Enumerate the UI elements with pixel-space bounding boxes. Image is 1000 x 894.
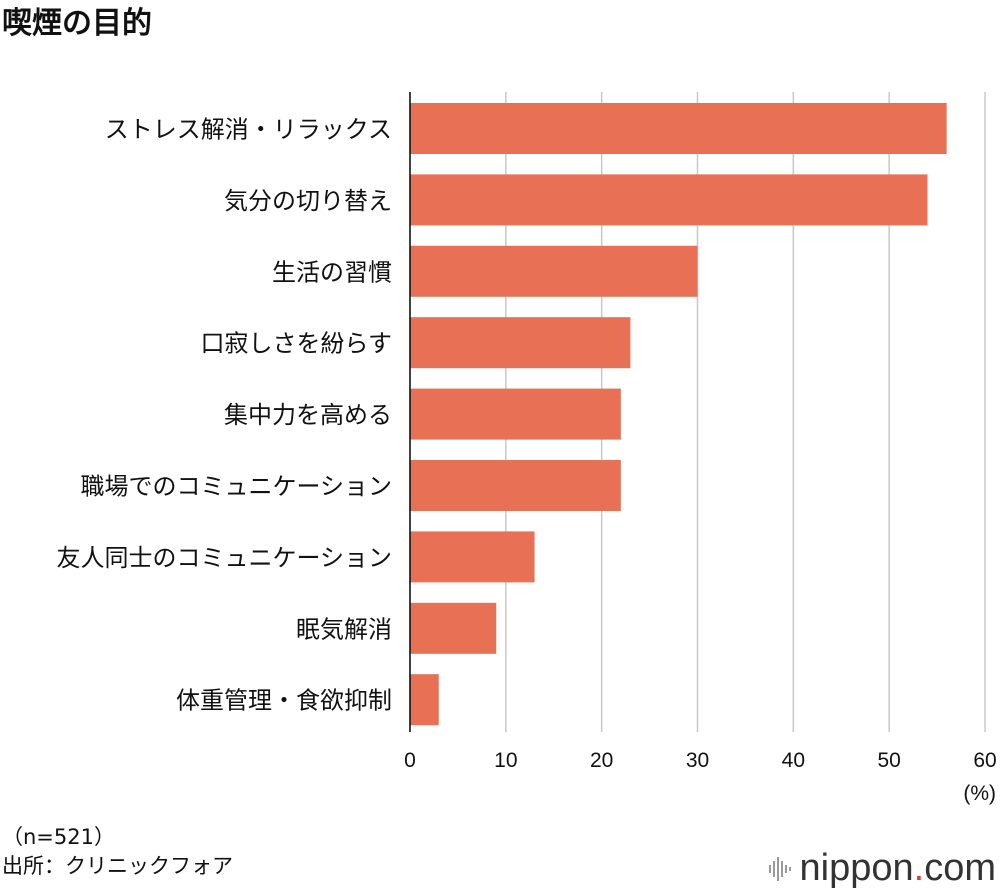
nippon-logo: nippon.com (768, 848, 996, 888)
category-label: 口寂しさを紛らす (200, 330, 392, 358)
chart-title: 喫煙の目的 (2, 6, 152, 41)
bar (410, 245, 698, 297)
logo-name: nippon (799, 847, 914, 889)
x-tick-labels: 0 10 20 30 40 50 60 (404, 749, 997, 772)
category-label: 生活の習慣 (272, 258, 392, 286)
sample-size: （n=521） (2, 825, 115, 849)
category-label: 職場でのコミュニケーション (80, 473, 392, 501)
category-label: 集中力を高める (224, 401, 392, 429)
x-tick-label: 30 (686, 749, 709, 772)
category-label: 気分の切り替え (224, 187, 392, 215)
bar (410, 531, 535, 583)
bar (410, 674, 439, 726)
x-tick-label: 50 (877, 749, 900, 772)
bar (410, 602, 497, 654)
source-note: 出所：クリニックフォア (2, 854, 233, 878)
logo-suffix: com (924, 847, 996, 889)
x-tick-label: 20 (590, 749, 613, 772)
x-tick-label: 0 (404, 749, 416, 772)
x-tick-label: 10 (494, 749, 517, 772)
category-label: ストレス解消・リラックス (105, 116, 392, 144)
bar (410, 317, 631, 369)
nippon-logo-mark-icon (768, 857, 791, 881)
bar (410, 388, 621, 440)
bar (410, 103, 947, 154)
category-label: 体重管理・食欲抑制 (176, 687, 392, 715)
x-tick-label: 40 (782, 749, 805, 772)
logo-dot: . (913, 847, 925, 889)
category-label: 友人同士のコミュニケーション (56, 544, 392, 572)
bar (410, 460, 621, 511)
x-tick-label: 60 (973, 749, 996, 772)
nippon-logo-text: nippon.com (800, 848, 996, 888)
category-label: 眠気解消 (296, 615, 392, 643)
category-labels: ストレス解消・リラックス気分の切り替え生活の習慣口寂しさを紛らす集中力を高める職… (56, 116, 392, 715)
bars (410, 103, 947, 726)
bar (410, 174, 928, 226)
x-axis-unit: (%) (963, 782, 996, 805)
